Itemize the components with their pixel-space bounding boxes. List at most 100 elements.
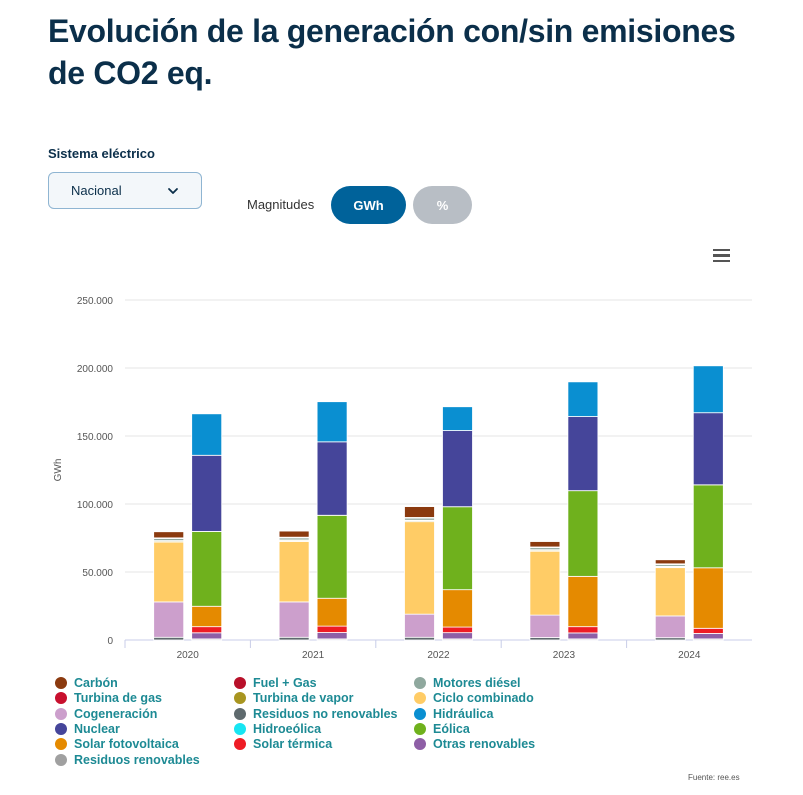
bar-segment <box>654 567 686 617</box>
legend-marker <box>55 677 67 689</box>
magnitudes-label: Magnitudes <box>247 197 315 212</box>
source-note: Fuente: ree.es <box>688 773 740 782</box>
bar-segment <box>316 401 348 443</box>
bar-segment <box>529 550 561 616</box>
page-title: Evolución de la generación con/sin emisi… <box>48 13 736 91</box>
bar-segment <box>191 413 223 456</box>
bar-segment <box>153 531 185 539</box>
y-tick-label: 150.000 <box>77 432 114 443</box>
legend-marker <box>55 692 67 705</box>
legend-marker <box>414 722 426 735</box>
legend-label: Cogeneración <box>74 706 158 721</box>
legend-marker <box>234 677 246 689</box>
legend-marker <box>234 738 246 751</box>
bar-segment <box>567 632 599 640</box>
bar-segment <box>316 625 348 633</box>
y-tick-label: 0 <box>107 636 113 647</box>
legend-label: Turbina de gas <box>74 691 162 706</box>
chart: 0 50.000 100.000 150.000 200.000 250.000 GWh 20… <box>53 296 752 661</box>
bar-segment <box>442 589 473 628</box>
hamburger-menu-icon[interactable] <box>713 249 730 263</box>
gwh-button[interactable]: GWh <box>331 186 406 224</box>
legend-item[interactable]: Carbón <box>55 676 118 690</box>
bar-segment <box>692 484 724 569</box>
legend-item[interactable]: Hidráulica <box>414 707 493 721</box>
bar-segment <box>692 567 724 629</box>
legend-marker <box>234 722 246 735</box>
y-tick-label: 200.000 <box>77 364 114 375</box>
chart-legend: Carbón Fuel + Gas Motores diésel Turbina de… <box>55 676 755 772</box>
bar-segment <box>529 541 561 548</box>
bar-segment <box>191 605 223 628</box>
bar-segment <box>442 626 473 634</box>
bar-segment <box>316 441 348 516</box>
bar-segment <box>567 626 599 634</box>
legend-marker <box>234 707 246 720</box>
bar-segment <box>442 632 473 640</box>
bar-segment <box>404 636 435 641</box>
legend-item[interactable]: Turbina de vapor <box>234 691 353 705</box>
legend-label: Turbina de vapor <box>253 691 354 706</box>
legend-item[interactable]: Solar fotovoltaica <box>55 737 179 751</box>
legend-label: Nuclear <box>74 721 120 736</box>
percent-button[interactable]: % <box>413 186 472 224</box>
bar-segment <box>153 636 185 641</box>
bar-segment <box>692 365 724 414</box>
y-tick-label: 100.000 <box>77 500 114 511</box>
legend-item[interactable]: Otras renovables <box>414 737 535 751</box>
legend-item[interactable]: Turbina de gas <box>55 691 162 705</box>
legend-marker <box>414 677 426 689</box>
legend-item[interactable]: Eólica <box>414 722 470 736</box>
x-tick-label: 2020 <box>177 650 200 661</box>
legend-item[interactable]: Nuclear <box>55 722 120 736</box>
legend-marker <box>414 738 426 751</box>
legend-label: Residuos no renovables <box>253 706 398 721</box>
legend-item[interactable]: Motores diésel <box>414 676 521 690</box>
bar-segment <box>529 614 561 638</box>
legend-label: Hidráulica <box>433 706 494 721</box>
bar-segment <box>316 514 348 599</box>
x-tick-label: 2021 <box>302 650 325 661</box>
bar-segment <box>191 454 223 532</box>
legend-marker <box>414 707 426 720</box>
legend-item[interactable]: Residuos no renovables <box>234 707 397 721</box>
legend-item[interactable]: Cogeneración <box>55 707 157 721</box>
y-axis-label: GWh <box>53 459 64 482</box>
legend-marker <box>55 722 67 735</box>
legend-item[interactable]: Solar térmica <box>234 737 332 751</box>
bar-segment <box>442 506 473 591</box>
bar-segment <box>191 632 223 640</box>
legend-item[interactable]: Hidroeólica <box>234 722 321 736</box>
legend-item[interactable]: Residuos renovables <box>55 753 200 767</box>
legend-item[interactable]: Fuel + Gas <box>234 676 317 690</box>
bar-segment <box>153 541 185 603</box>
y-tick-label: 250.000 <box>77 296 114 307</box>
legend-item[interactable]: Ciclo combinado <box>414 691 534 705</box>
bar-segment <box>278 530 310 538</box>
legend-label: Carbón <box>74 676 118 690</box>
bar-segment <box>153 601 185 638</box>
bar-segment <box>191 626 223 634</box>
bar-segment <box>567 381 599 417</box>
x-tick-label: 2023 <box>553 650 576 661</box>
legend-marker <box>55 707 67 720</box>
bar-segment <box>567 416 599 492</box>
chevron-down-icon <box>168 188 178 194</box>
bar-segment <box>191 531 223 607</box>
system-select[interactable]: Nacional <box>48 172 202 209</box>
bar-segment <box>442 430 473 508</box>
x-tick-label: 2022 <box>427 650 450 661</box>
legend-label: Residuos renovables <box>74 752 200 767</box>
bar-segment <box>278 636 310 641</box>
legend-label: Solar fotovoltaica <box>74 737 179 752</box>
legend-marker <box>414 692 426 705</box>
bar-segment <box>316 597 348 627</box>
x-tick-label: 2024 <box>678 650 701 661</box>
legend-label: Hidroeólica <box>253 721 322 736</box>
legend-marker <box>234 692 246 705</box>
legend-marker <box>55 753 67 766</box>
bar-segment <box>278 541 310 603</box>
bar-segment <box>654 559 686 565</box>
system-select-value: Nacional <box>71 183 122 198</box>
bar-segment <box>404 613 435 638</box>
